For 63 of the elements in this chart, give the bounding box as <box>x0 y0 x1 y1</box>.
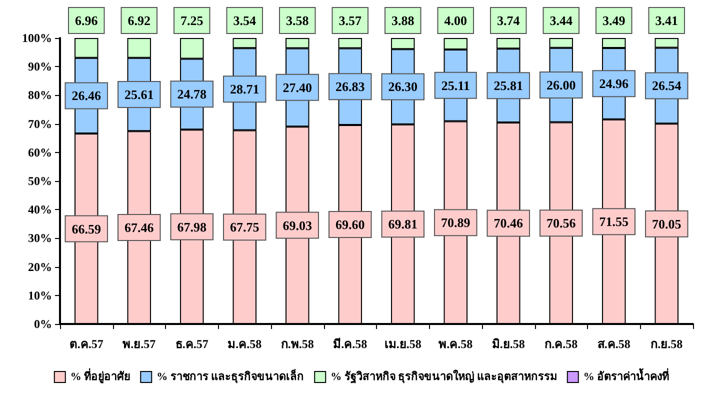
y-tick-label: 10% <box>28 288 52 302</box>
y-tick-label: 70% <box>28 116 52 131</box>
data-label: 24.78 <box>177 86 207 102</box>
x-tick-label: มี.ค.58 <box>333 337 368 351</box>
y-tick-label: 100% <box>22 31 52 45</box>
x-tick-label: ต.ค.57 <box>69 337 104 351</box>
data-label: 70.05 <box>652 216 682 232</box>
data-label: 67.98 <box>177 219 207 234</box>
y-tick-label: 30% <box>28 231 52 246</box>
data-label: 24.96 <box>599 76 629 92</box>
y-tick-label: 80% <box>28 88 52 102</box>
data-label: 25.61 <box>124 86 154 102</box>
data-label: 3.54 <box>233 13 256 28</box>
data-label: 6.96 <box>75 12 98 28</box>
data-label: 69.81 <box>388 216 418 232</box>
x-tick-label: ก.ค.58 <box>544 337 578 351</box>
data-label: 26.46 <box>72 88 102 104</box>
data-label: 67.75 <box>230 220 260 235</box>
data-label: 27.40 <box>282 80 312 95</box>
legend-label: % ที่อยู่อาศัย <box>70 368 130 384</box>
data-label: 28.71 <box>230 82 260 97</box>
data-label: 26.30 <box>388 79 418 94</box>
legend-label: % รัฐวิสาหกิจ ธุรกิจขนาดใหญ่ และอุตสาหกรรม <box>330 369 557 384</box>
x-tick-label: ส.ค.58 <box>597 337 630 351</box>
data-label: 3.44 <box>550 13 573 28</box>
x-tick-label: พ.ย.57 <box>122 337 156 351</box>
data-label: 25.81 <box>494 78 523 94</box>
data-label: 3.49 <box>602 13 626 28</box>
data-label: 3.57 <box>338 13 362 28</box>
y-tick-label: 90% <box>28 60 52 74</box>
data-label: 3.88 <box>392 13 415 28</box>
data-label: 69.03 <box>282 218 312 233</box>
y-tick-label: 40% <box>28 202 52 217</box>
data-label: 26.54 <box>652 78 682 94</box>
data-label: 69.60 <box>336 216 365 232</box>
data-label: 66.59 <box>72 221 102 236</box>
x-tick-label: ก.พ.58 <box>280 337 314 351</box>
data-label: 3.41 <box>655 13 678 28</box>
data-label: 4.00 <box>444 13 467 28</box>
x-tick-label: เม.ย.58 <box>384 337 422 351</box>
data-label: 6.92 <box>128 13 150 28</box>
data-label: 67.46 <box>124 220 154 236</box>
data-label: 71.55 <box>599 214 629 230</box>
x-tick-label: ม.ค.58 <box>228 337 262 351</box>
data-label: 70.46 <box>494 216 524 231</box>
x-tick-label: ธ.ค.57 <box>175 337 208 351</box>
data-label: 26.00 <box>546 78 576 93</box>
x-tick-label: พ.ค.58 <box>438 337 473 351</box>
data-label: 7.25 <box>180 12 204 28</box>
x-tick-label: มิ.ย.58 <box>492 337 525 351</box>
y-tick-label: 50% <box>28 174 52 188</box>
y-tick-label: 20% <box>28 260 52 274</box>
data-label: 3.58 <box>286 12 310 28</box>
data-label: 70.89 <box>441 215 471 230</box>
y-tick-label: 60% <box>28 145 52 160</box>
x-tick-label: ก.ย.58 <box>650 337 683 351</box>
y-tick-label: 0% <box>34 317 52 331</box>
legend-label: % ราชการ และธุรกิจขนาดเล็ก <box>156 369 304 384</box>
legend-label: % อัตราค่าน้ำคงที่ <box>583 368 670 383</box>
data-label: 25.11 <box>441 78 470 93</box>
data-label: 3.74 <box>497 12 520 28</box>
data-label: 26.83 <box>336 79 366 94</box>
data-label: 70.56 <box>546 216 576 231</box>
